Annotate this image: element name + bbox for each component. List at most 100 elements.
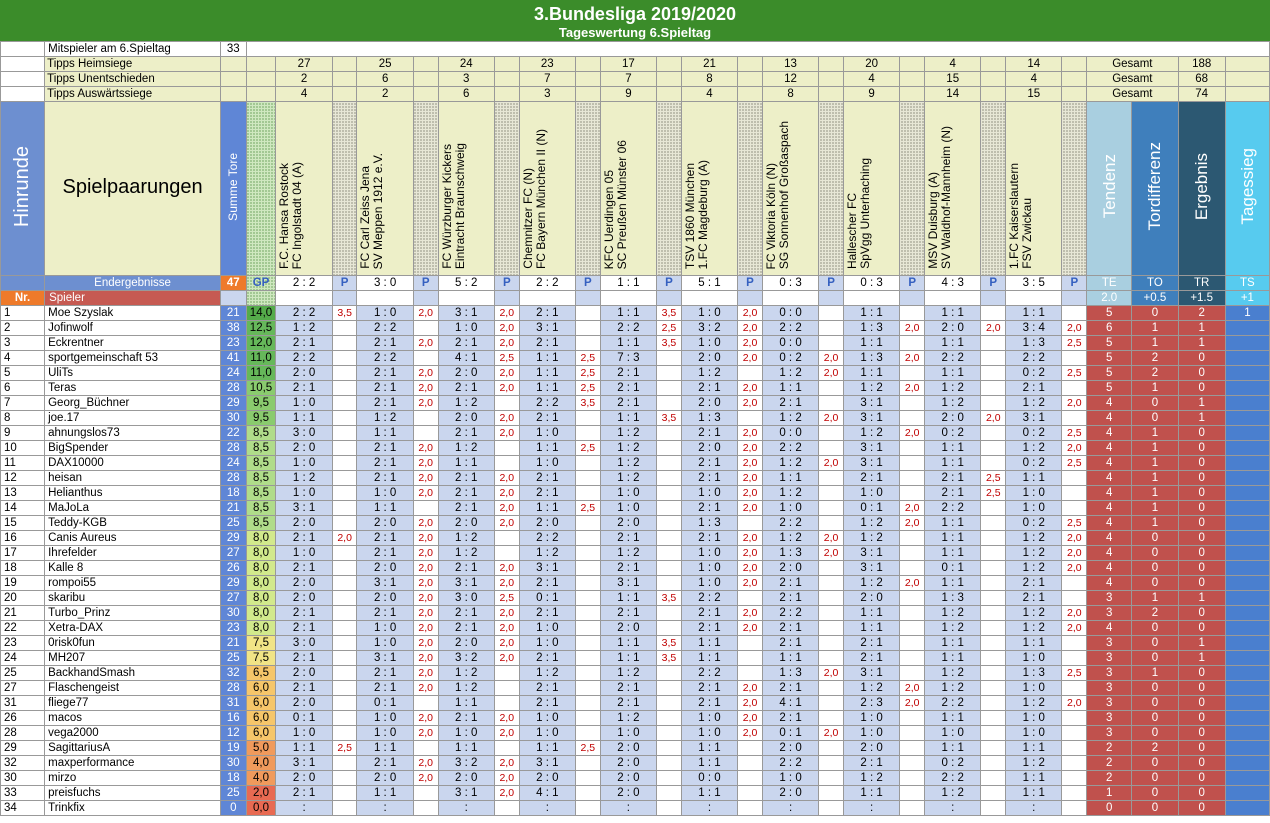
player-name[interactable]: vega2000 (44, 725, 221, 741)
player-name[interactable]: Turbo_Prinz (44, 605, 221, 621)
match-result: 0 : 3 (842, 275, 901, 291)
blank-cell (245, 71, 277, 87)
player-points: 2,0 (818, 410, 844, 426)
player-tip: 2 : 0 (518, 515, 577, 531)
player-points (737, 740, 763, 756)
player-ts (1224, 500, 1270, 516)
player-tip: 1 : 0 (1005, 650, 1063, 666)
match-home-team: SG Sonnenhof Großaspach (776, 120, 791, 269)
player-points: 2,0 (412, 305, 439, 321)
player-tr: 0 (1177, 500, 1226, 516)
player-tr: 1 (1177, 650, 1226, 666)
player-points (899, 635, 926, 651)
match-header: FC Würzburger KickersEintracht Braunschw… (437, 101, 495, 276)
stats-value: 17 (599, 56, 658, 72)
player-nr: 20 (0, 590, 46, 606)
player-name[interactable]: Eckrentner (44, 335, 221, 351)
player-name[interactable]: Jofinwolf (44, 320, 221, 336)
player-name[interactable]: joe.17 (44, 410, 221, 426)
player-tip: 4 : 1 (437, 350, 495, 366)
match-points-header (899, 101, 926, 276)
player-name[interactable]: Flaschengeist (44, 680, 221, 696)
player-name[interactable]: maxperformance (44, 755, 221, 771)
player-name[interactable]: Teras (44, 380, 221, 396)
blank-cell (245, 41, 1270, 57)
player-name[interactable]: rompoi55 (44, 575, 221, 591)
player-tip: 2 : 2 (680, 590, 739, 606)
player-name[interactable]: BackhandSmash (44, 665, 221, 681)
blank-cell (656, 86, 682, 102)
player-points (980, 350, 1007, 366)
player-name[interactable]: Xetra-DAX (44, 620, 221, 636)
player-points (575, 425, 601, 441)
player-name[interactable]: mirzo (44, 770, 221, 786)
player-name[interactable]: Trinkfix (44, 800, 221, 816)
player-tip: 1 : 1 (275, 410, 333, 426)
player-points (818, 395, 844, 411)
player-points (575, 755, 601, 771)
player-tip: 1 : 3 (761, 545, 820, 561)
player-tr: 0 (1177, 530, 1226, 546)
player-tip: 1 : 1 (599, 650, 658, 666)
player-points (575, 680, 601, 696)
player-tip: 1 : 1 (275, 740, 333, 756)
player-tip: 1 : 1 (924, 365, 982, 381)
player-name[interactable]: UliTs (44, 365, 221, 381)
player-points: 2,0 (493, 485, 520, 501)
player-tip: 1 : 0 (680, 305, 739, 321)
player-name[interactable]: BigSpender (44, 440, 221, 456)
player-tip: : (356, 800, 414, 816)
player-name[interactable]: Moe Szyslak (44, 305, 221, 321)
player-to: 1 (1131, 665, 1179, 681)
match-header: 1.FC KaiserslauternFSV Zwickau (1005, 101, 1063, 276)
player-points: 2,0 (412, 620, 439, 636)
player-name[interactable]: MaJoLa (44, 500, 221, 516)
player-name[interactable]: 0risk0fun (44, 635, 221, 651)
player-goals: 16 (219, 710, 247, 726)
player-te: 4 (1086, 485, 1133, 501)
player-tip: 2 : 1 (437, 620, 495, 636)
player-tip: 2 : 0 (437, 770, 495, 786)
player-name[interactable]: DAX10000 (44, 455, 221, 471)
player-ts (1224, 410, 1270, 426)
player-name[interactable]: SagittariusA (44, 740, 221, 756)
player-name[interactable]: skaribu (44, 590, 221, 606)
player-points (493, 800, 520, 816)
player-tip: 2 : 1 (924, 470, 982, 486)
player-points (331, 455, 358, 471)
match-points-header (980, 101, 1007, 276)
player-points: 2,0 (412, 455, 439, 471)
player-points (575, 635, 601, 651)
player-gp: 8,0 (245, 560, 277, 576)
player-name[interactable]: fliege77 (44, 695, 221, 711)
player-name[interactable]: Georg_Büchner (44, 395, 221, 411)
blank-cell (245, 290, 277, 306)
match-points-header (737, 101, 763, 276)
player-name[interactable]: ahnungslos73 (44, 425, 221, 441)
player-name[interactable]: Helianthus (44, 485, 221, 501)
player-ts (1224, 440, 1270, 456)
player-name[interactable]: sportgemeinschaft 53 (44, 350, 221, 366)
player-name[interactable]: Ihrefelder (44, 545, 221, 561)
player-name[interactable]: macos (44, 710, 221, 726)
match-header: KFC Uerdingen 05SC Preußen Münster 06 (599, 101, 658, 276)
player-tip: 2 : 1 (680, 470, 739, 486)
player-name[interactable]: heisan (44, 470, 221, 486)
player-name[interactable]: preisfuchs (44, 785, 221, 801)
points-label: P (1061, 275, 1088, 291)
player-tip: 1 : 0 (680, 560, 739, 576)
player-tip: 2 : 1 (599, 365, 658, 381)
player-name[interactable]: Teddy-KGB (44, 515, 221, 531)
player-points (737, 515, 763, 531)
player-tip: 2 : 0 (275, 770, 333, 786)
player-to: 2 (1131, 605, 1179, 621)
player-tr: 0 (1177, 485, 1226, 501)
player-name[interactable]: Canis Aureus (44, 530, 221, 546)
player-points: 3,5 (656, 305, 682, 321)
player-points (818, 590, 844, 606)
player-name[interactable]: Kalle 8 (44, 560, 221, 576)
player-tip: 1 : 2 (842, 530, 901, 546)
player-goals: 30 (219, 755, 247, 771)
player-name[interactable]: MH207 (44, 650, 221, 666)
player-points: 2,0 (493, 470, 520, 486)
